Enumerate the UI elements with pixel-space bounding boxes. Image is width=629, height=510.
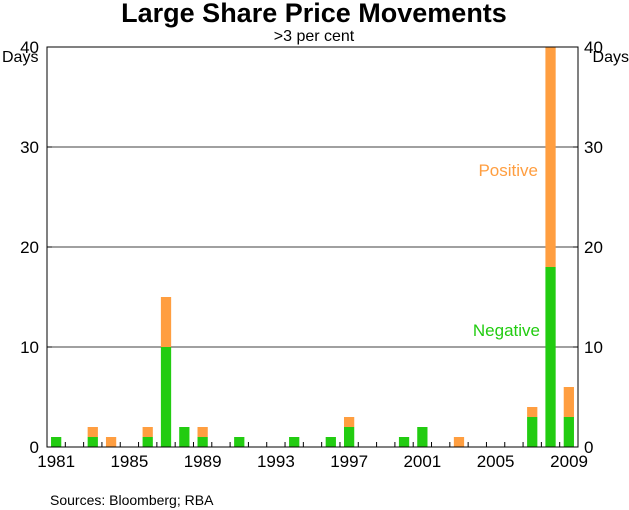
negative-label: Negative: [473, 321, 540, 340]
bar-negative-2000: [398, 437, 410, 447]
bar-negative-2008: [545, 267, 556, 447]
bar-positive-2003: [453, 437, 465, 447]
bar-negative-1994: [289, 437, 300, 447]
y-tick-label-left: 40: [20, 38, 39, 57]
chart-subtitle: >3 per cent: [274, 28, 355, 45]
x-tick-label: 2009: [550, 452, 588, 471]
bar-negative-1987: [160, 347, 172, 447]
bar-positive-1983: [87, 427, 98, 437]
bar-negative-1981: [51, 437, 62, 447]
x-tick-label: 1993: [257, 452, 295, 471]
bar-negative-1991: [234, 437, 245, 447]
gridlines: [47, 146, 578, 348]
bar-negative-1989: [197, 437, 208, 447]
bar-positive-1987: [160, 297, 172, 347]
bar-positive-1989: [197, 427, 208, 437]
axis-ticks: 0 0 10 10 20 20 30 30 40 40 1981 1985 1989 1993 1997 20…: [20, 38, 603, 471]
y-tick-label-right: 0: [584, 438, 593, 457]
y-tick-label-right: 30: [584, 138, 603, 157]
bar-positive-2009: [563, 387, 574, 417]
y-tick-label-right: 10: [584, 338, 603, 357]
bar-negative-1986: [142, 437, 153, 447]
y-tick-label-left: 30: [20, 138, 39, 157]
bar-positive-2007: [527, 407, 538, 417]
y-tick-label-left: 10: [20, 338, 39, 357]
bar-negative-1996: [325, 437, 336, 447]
y-axis-label-right: Days: [593, 49, 629, 66]
bar-negative-2001: [417, 427, 428, 447]
bar-positive-1984: [105, 437, 117, 447]
source-note: Sources: Bloomberg; RBA: [50, 492, 214, 508]
bar-negative-1983: [87, 437, 98, 447]
x-tick-label: 1989: [184, 452, 222, 471]
bar-negative-2009: [563, 417, 574, 447]
y-tick-label-right: 40: [584, 38, 603, 57]
bar-positive-1997: [343, 417, 355, 427]
chart-title: Large Share Price Movements: [121, 0, 507, 28]
x-tick-label: 2001: [403, 452, 441, 471]
plot-frame: [46, 46, 579, 448]
bar-positive-1986: [142, 427, 153, 437]
y-axis-label-left: Days: [2, 49, 38, 66]
bar-negative-1988: [179, 427, 190, 447]
positive-label: Positive: [478, 161, 538, 180]
y-tick-label-left: 20: [20, 238, 39, 257]
bar-positive-2008: [545, 47, 556, 267]
y-tick-label-right: 20: [584, 238, 603, 257]
x-tick-label: 1981: [37, 452, 75, 471]
bars: [51, 47, 574, 447]
y-tick-label-left: 0: [30, 438, 39, 457]
x-tick-label: 1985: [110, 452, 148, 471]
bar-negative-2007: [527, 417, 538, 447]
x-tick-label: 2005: [477, 452, 515, 471]
bar-negative-1997: [343, 427, 355, 447]
x-tick-label: 1997: [330, 452, 368, 471]
